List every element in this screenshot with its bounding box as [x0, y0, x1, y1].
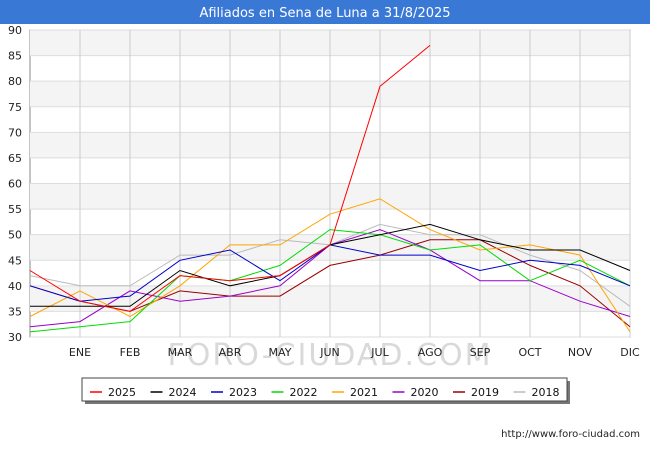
x-tick-label: FEB [120, 346, 141, 359]
x-tick-label: MAY [269, 346, 292, 359]
x-tick-label: MAR [168, 346, 193, 359]
x-tick-label: SEP [470, 346, 491, 359]
x-tick-label: OCT [518, 346, 541, 359]
legend-label-2018: 2018 [532, 386, 560, 399]
x-tick-label: ENE [69, 346, 91, 359]
series-lines [29, 45, 631, 333]
y-tick-label: 35 [8, 305, 22, 318]
y-tick-label: 40 [8, 280, 22, 293]
y-tick-label: 45 [8, 254, 22, 267]
x-tick-label: JUN [319, 346, 340, 359]
footer-url: http://www.foro-ciudad.com [501, 429, 640, 440]
y-tick-label: 90 [8, 24, 22, 37]
x-axis: ENE FEB MAR ABR MAY JUN JUL AGO SEP OCT NOV DIC [69, 346, 640, 359]
series-line-2022 [29, 229, 631, 333]
y-tick-label: 70 [8, 126, 22, 139]
x-tick-label: JUL [370, 346, 389, 359]
series-line-2025 [29, 45, 431, 312]
x-tick-label: ABR [219, 346, 242, 359]
series-line-2021 [29, 198, 631, 333]
x-tick-label: DIC [620, 346, 640, 359]
legend-label-2024: 2024 [169, 386, 197, 399]
title-bar [0, 0, 650, 24]
y-tick-label: 65 [8, 152, 22, 165]
x-tick-label: AGO [418, 346, 443, 359]
legend-label-2021: 2021 [350, 386, 378, 399]
y-tick-label: 50 [8, 229, 22, 242]
y-tick-label: 75 [8, 101, 22, 114]
legend-label-2025: 2025 [108, 386, 136, 399]
watermark: FORO-CIUDAD.COM [168, 338, 493, 373]
legend-label-2022: 2022 [290, 386, 318, 399]
y-tick-label: 55 [8, 203, 22, 216]
y-tick-label: 60 [8, 178, 22, 191]
legend-label-2023: 2023 [229, 386, 257, 399]
y-axis: 30 35 40 45 50 55 60 65 70 75 80 85 90 [8, 24, 22, 344]
x-tick-label: NOV [568, 346, 593, 359]
y-tick-label: 85 [8, 50, 22, 63]
chart-title: Afiliados en Sena de Luna a 31/8/2025 [199, 6, 450, 21]
y-tick-label: 80 [8, 75, 22, 88]
legend: 2025 2024 2023 2022 2021 2020 2019 2018 [81, 377, 570, 404]
y-tick-label: 30 [8, 331, 22, 344]
legend-label-2019: 2019 [471, 386, 499, 399]
legend-label-2020: 2020 [411, 386, 439, 399]
